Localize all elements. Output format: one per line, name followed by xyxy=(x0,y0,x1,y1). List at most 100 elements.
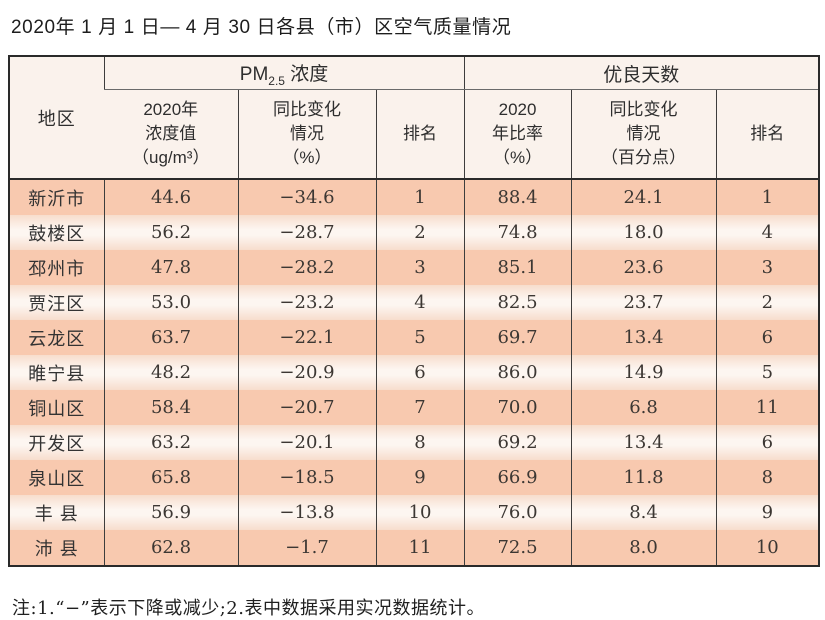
good-rank-cell: 5 xyxy=(715,355,820,390)
pm25-prefix: PM xyxy=(239,63,269,85)
pm-change-cell: −34.6 xyxy=(237,179,376,215)
table-row: 睢宁县 48.2 −20.9 6 86.0 14.9 5 xyxy=(9,355,820,390)
pm-change-cell: −28.7 xyxy=(237,215,376,250)
good-rank-cell: 11 xyxy=(715,390,820,425)
table-row: 贾汪区 53.0 −23.2 4 82.5 23.7 2 xyxy=(9,285,820,320)
region-cell: 开发区 xyxy=(9,425,104,460)
table-row: 新沂市 44.6 −34.6 1 88.4 24.1 1 xyxy=(9,179,820,215)
good-rank-cell: 6 xyxy=(715,425,820,460)
col-header-region: 地区 xyxy=(9,56,104,180)
page-title: 2020年 1 月 1 日— 4 月 30 日各县（市）区空气质量情况 xyxy=(11,17,512,38)
pm-value-cell: 62.8 xyxy=(103,530,238,566)
region-cell: 鼓楼区 xyxy=(9,215,104,250)
table-body: 新沂市 44.6 −34.6 1 88.4 24.1 1 鼓楼区 56.2 −2… xyxy=(9,179,820,566)
good-rate-cell: 88.4 xyxy=(463,179,572,215)
table-header: 地区 PM2.5 浓度 优良天数 2020年 浓度值 （ug/m³） 同比变化 … xyxy=(9,56,820,180)
col-header-good-rate: 2020 年比率 （%） xyxy=(463,89,572,180)
good-rate-cell: 86.0 xyxy=(463,355,572,390)
good-rate-cell: 85.1 xyxy=(463,250,572,285)
good-rate-cell: 69.2 xyxy=(463,425,572,460)
good-rate-cell: 76.0 xyxy=(463,495,572,530)
pm-rank-cell: 4 xyxy=(375,285,465,320)
pm-value-cell: 58.4 xyxy=(103,390,238,425)
good-rate-cell: 66.9 xyxy=(463,460,572,495)
air-quality-table: 地区 PM2.5 浓度 优良天数 2020年 浓度值 （ug/m³） 同比变化 … xyxy=(8,55,821,567)
region-cell: 睢宁县 xyxy=(9,355,104,390)
good-rate-cell: 70.0 xyxy=(463,390,572,425)
good-rank-cell: 10 xyxy=(715,530,820,566)
pm-rank-cell: 6 xyxy=(375,355,465,390)
good-change-cell: 23.7 xyxy=(570,285,717,320)
table-row: 泉山区 65.8 −18.5 9 66.9 11.8 8 xyxy=(9,460,820,495)
pm-rank-cell: 8 xyxy=(375,425,465,460)
good-rank-cell: 3 xyxy=(715,250,820,285)
group-header-pm25: PM2.5 浓度 xyxy=(103,56,465,90)
pm-value-cell: 65.8 xyxy=(103,460,238,495)
good-rank-cell: 1 xyxy=(715,179,820,215)
pm-value-cell: 56.2 xyxy=(103,215,238,250)
col-header-pm-value: 2020年 浓度值 （ug/m³） xyxy=(104,89,238,180)
pm-value-cell: 44.6 xyxy=(103,179,238,215)
good-change-cell: 13.4 xyxy=(570,320,717,355)
pm-rank-cell: 9 xyxy=(375,460,465,495)
pm-rank-cell: 7 xyxy=(375,390,465,425)
region-cell: 丰 县 xyxy=(9,495,104,530)
group-header-good-days: 优良天数 xyxy=(463,56,820,90)
pm-change-cell: −20.9 xyxy=(237,355,376,390)
table-row: 开发区 63.2 −20.1 8 69.2 13.4 6 xyxy=(9,425,820,460)
good-change-cell: 11.8 xyxy=(570,460,717,495)
pm-change-cell: −28.2 xyxy=(237,250,376,285)
good-change-cell: 14.9 xyxy=(570,355,717,390)
region-cell: 铜山区 xyxy=(9,390,104,425)
region-cell: 沛 县 xyxy=(9,530,104,566)
pm-change-cell: −1.7 xyxy=(237,530,376,566)
pm25-subscript: 2.5 xyxy=(268,73,285,88)
good-rank-cell: 2 xyxy=(715,285,820,320)
pm-value-cell: 47.8 xyxy=(103,250,238,285)
footnote: 注:1.“−”表示下降或减少;2.表中数据采用实况数据统计。 xyxy=(12,598,485,619)
good-change-cell: 13.4 xyxy=(570,425,717,460)
table-row: 铜山区 58.4 −20.7 7 70.0 6.8 11 xyxy=(9,390,820,425)
pm-change-cell: −23.2 xyxy=(237,285,376,320)
sub-header-row: 2020年 浓度值 （ug/m³） 同比变化 情况 （%） 排名 2020 年比… xyxy=(9,89,820,180)
pm-change-cell: −22.1 xyxy=(237,320,376,355)
pm-rank-cell: 2 xyxy=(375,215,465,250)
good-change-cell: 8.4 xyxy=(570,495,717,530)
region-cell: 新沂市 xyxy=(9,179,104,215)
region-cell: 贾汪区 xyxy=(9,285,104,320)
good-rank-cell: 4 xyxy=(715,215,820,250)
pm-change-cell: −18.5 xyxy=(237,460,376,495)
pm-change-cell: −20.7 xyxy=(237,390,376,425)
good-change-cell: 18.0 xyxy=(570,215,717,250)
good-rank-cell: 8 xyxy=(715,460,820,495)
pm-change-cell: −13.8 xyxy=(237,495,376,530)
good-rate-cell: 69.7 xyxy=(463,320,572,355)
good-rank-cell: 6 xyxy=(715,320,820,355)
col-header-good-change: 同比变化 情况 （百分点） xyxy=(570,89,717,180)
good-rate-cell: 72.5 xyxy=(463,530,572,566)
good-rank-cell: 9 xyxy=(715,495,820,530)
good-rate-cell: 82.5 xyxy=(463,285,572,320)
pm-value-cell: 63.2 xyxy=(103,425,238,460)
region-cell: 泉山区 xyxy=(9,460,104,495)
pm25-suffix: 浓度 xyxy=(284,63,329,85)
good-change-cell: 24.1 xyxy=(570,179,717,215)
good-change-cell: 8.0 xyxy=(570,530,717,566)
col-header-good-rank: 排名 xyxy=(715,89,820,180)
pm-rank-cell: 11 xyxy=(375,530,465,566)
table-row: 云龙区 63.7 −22.1 5 69.7 13.4 6 xyxy=(9,320,820,355)
col-header-pm-change: 同比变化 情况 （%） xyxy=(237,89,376,180)
group-header-row: 地区 PM2.5 浓度 优良天数 xyxy=(9,56,820,180)
table-row: 邳州市 47.8 −28.2 3 85.1 23.6 3 xyxy=(9,250,820,285)
pm-rank-cell: 3 xyxy=(375,250,465,285)
table-row: 鼓楼区 56.2 −28.7 2 74.8 18.0 4 xyxy=(9,215,820,250)
table-row: 丰 县 56.9 −13.8 10 76.0 8.4 9 xyxy=(9,495,820,530)
table-row: 沛 县 62.8 −1.7 11 72.5 8.0 10 xyxy=(9,530,820,566)
pm-value-cell: 53.0 xyxy=(103,285,238,320)
pm-rank-cell: 10 xyxy=(375,495,465,530)
region-cell: 邳州市 xyxy=(9,250,104,285)
pm-value-cell: 63.7 xyxy=(103,320,238,355)
good-change-cell: 23.6 xyxy=(570,250,717,285)
col-header-pm-rank: 排名 xyxy=(375,89,465,180)
